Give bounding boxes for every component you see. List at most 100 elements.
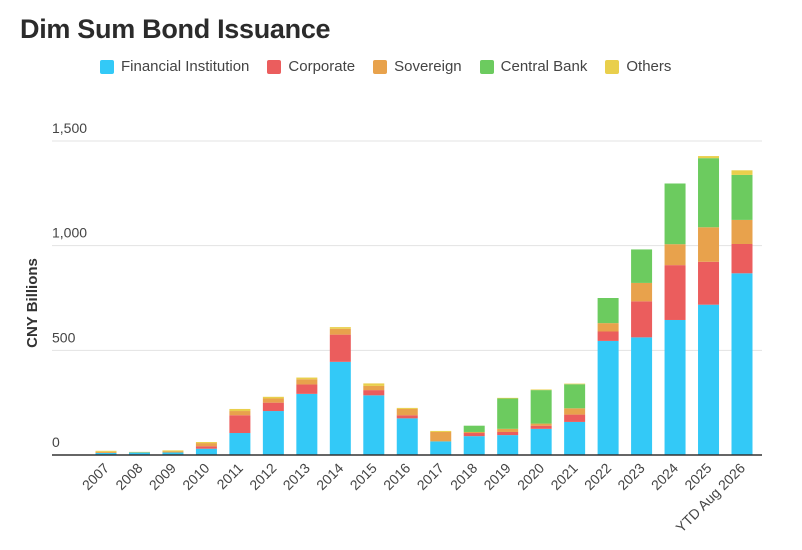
bar-segment[interactable] — [463, 433, 485, 437]
bar-segment[interactable] — [731, 273, 753, 455]
bar-segment[interactable] — [497, 428, 519, 432]
bar-segment[interactable] — [698, 304, 720, 455]
bar-segment[interactable] — [664, 183, 686, 245]
x-tick-label: 2022 — [581, 460, 614, 493]
bar-segment[interactable] — [162, 452, 184, 455]
bar-segment[interactable] — [664, 319, 686, 455]
bar-segment[interactable] — [731, 170, 753, 175]
legend-label-others: Others — [626, 58, 672, 75]
bar-segment[interactable] — [597, 340, 619, 455]
x-tick-label: 2023 — [614, 460, 647, 493]
bar-segment[interactable] — [664, 244, 686, 266]
bar-segment[interactable] — [631, 301, 653, 338]
bar-segment[interactable] — [631, 282, 653, 302]
bar-segment[interactable] — [95, 452, 117, 455]
bar-segment[interactable] — [530, 423, 552, 426]
bar-segment[interactable] — [530, 390, 552, 424]
bar-segment[interactable] — [698, 158, 720, 228]
chart-title: Dim Sum Bond Issuance — [20, 14, 331, 44]
bar-segment[interactable] — [530, 425, 552, 429]
bar-segment[interactable] — [463, 436, 485, 455]
legend-item-corporate[interactable]: Corporate — [267, 58, 355, 75]
bar-segment[interactable] — [296, 377, 318, 380]
bar-segment[interactable] — [530, 428, 552, 455]
bar-segment[interactable] — [497, 397, 519, 399]
bar-segment[interactable] — [262, 402, 284, 412]
bar-segment[interactable] — [564, 383, 586, 385]
bar-segment[interactable] — [463, 425, 485, 432]
y-tick-label: 500 — [52, 329, 76, 345]
bar-segment[interactable] — [497, 398, 519, 429]
bar-segment[interactable] — [262, 411, 284, 455]
bar-segment[interactable] — [497, 431, 519, 436]
bar-segment[interactable] — [396, 408, 418, 416]
legend-item-financial-institution[interactable]: Financial Institution — [100, 58, 249, 75]
bar-segment[interactable] — [363, 385, 385, 391]
bar-segment[interactable] — [396, 407, 418, 409]
bar-segment[interactable] — [296, 379, 318, 385]
bar-segment[interactable] — [530, 389, 552, 391]
legend-item-others[interactable]: Others — [605, 58, 671, 75]
bar-segment[interactable] — [262, 396, 284, 399]
bar-segment[interactable] — [698, 227, 720, 262]
bar-segment[interactable] — [363, 395, 385, 455]
bar-segment[interactable] — [564, 421, 586, 455]
bar-segment[interactable] — [698, 261, 720, 305]
bar-segment[interactable] — [430, 430, 452, 432]
bar-segment[interactable] — [564, 414, 586, 422]
legend-item-central-bank[interactable]: Central Bank — [479, 58, 587, 75]
x-tick-label: 2024 — [648, 460, 681, 493]
bar-segment[interactable] — [698, 156, 720, 159]
bar-segment[interactable] — [497, 435, 519, 455]
x-tick-label: 2011 — [213, 460, 246, 493]
bar-segment[interactable] — [396, 415, 418, 419]
bar-segment[interactable] — [329, 361, 351, 455]
bar-segment[interactable] — [430, 441, 452, 455]
bar-segment[interactable] — [195, 442, 217, 444]
bar-segment[interactable] — [262, 398, 284, 403]
bar-segment[interactable] — [430, 431, 452, 442]
bar-segment[interactable] — [229, 411, 251, 416]
bar-segment[interactable] — [195, 448, 217, 455]
bar-segment[interactable] — [229, 433, 251, 455]
bar-segment[interactable] — [396, 418, 418, 455]
y-tick-label: 0 — [52, 434, 60, 450]
bar-segment[interactable] — [363, 390, 385, 396]
bar-segment[interactable] — [128, 451, 150, 453]
legend-swatch-sovereign — [373, 59, 388, 74]
bar-segment[interactable] — [597, 331, 619, 341]
bar-segment[interactable] — [631, 337, 653, 455]
bar-segment[interactable] — [329, 328, 351, 335]
bar-segment[interactable] — [296, 384, 318, 394]
bar-segment[interactable] — [664, 265, 686, 320]
bar-segment[interactable] — [128, 452, 150, 455]
bar-segment[interactable] — [329, 334, 351, 362]
bar-segment[interactable] — [195, 446, 217, 449]
x-tick-label: 2020 — [514, 460, 547, 493]
bar-segment[interactable] — [597, 298, 619, 324]
bar-segment[interactable] — [229, 408, 251, 412]
bar-segment[interactable] — [363, 383, 385, 386]
legend-item-sovereign[interactable]: Sovereign — [373, 58, 462, 75]
bar-segment[interactable] — [597, 323, 619, 332]
bar-segment[interactable] — [731, 219, 753, 244]
x-tick-label: 2016 — [380, 460, 413, 493]
x-tick-label: 2009 — [146, 460, 179, 493]
bar-segment[interactable] — [162, 451, 184, 453]
bar-segment[interactable] — [95, 450, 117, 452]
bar-segment[interactable] — [564, 408, 586, 415]
bar-segment[interactable] — [229, 415, 251, 434]
bar-segment[interactable] — [195, 443, 217, 447]
x-tick-label: 2012 — [246, 460, 279, 493]
bar-segment[interactable] — [731, 243, 753, 274]
y-axis-label: CNY Billions — [24, 258, 41, 348]
bar-segment[interactable] — [95, 451, 117, 453]
legend-label-corporate: Corporate — [288, 58, 356, 75]
bar-segment[interactable] — [162, 450, 184, 452]
bar-segment[interactable] — [463, 431, 485, 434]
bar-segment[interactable] — [329, 327, 351, 329]
bar-segment[interactable] — [564, 384, 586, 409]
bar-segment[interactable] — [296, 393, 318, 455]
bar-segment[interactable] — [631, 249, 653, 283]
bar-segment[interactable] — [731, 174, 753, 220]
